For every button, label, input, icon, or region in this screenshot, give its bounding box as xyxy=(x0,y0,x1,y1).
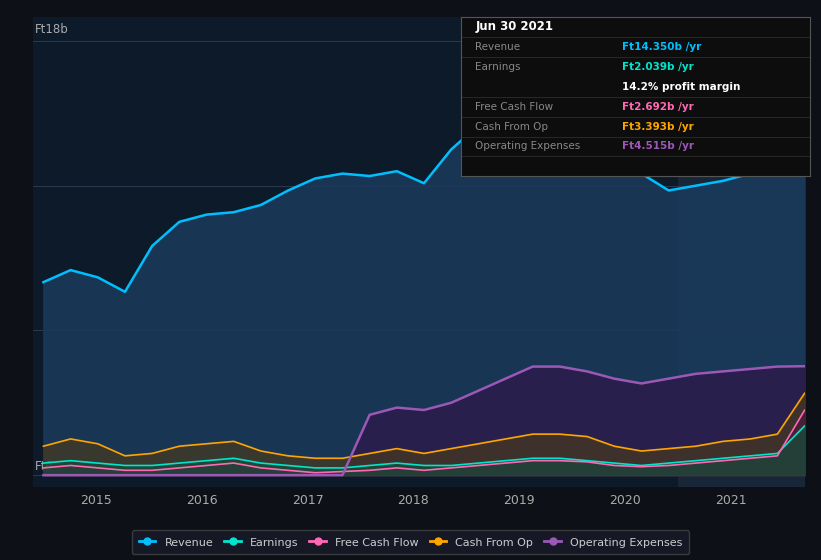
Legend: Revenue, Earnings, Free Cash Flow, Cash From Op, Operating Expenses: Revenue, Earnings, Free Cash Flow, Cash … xyxy=(132,530,689,554)
Text: Ft2.692b /yr: Ft2.692b /yr xyxy=(622,101,694,111)
Text: Ft4.515b /yr: Ft4.515b /yr xyxy=(622,142,694,151)
Text: Ft14.350b /yr: Ft14.350b /yr xyxy=(622,42,701,52)
Text: Ft3.393b /yr: Ft3.393b /yr xyxy=(622,122,694,132)
Text: Ft18b: Ft18b xyxy=(35,23,69,36)
Text: Earnings: Earnings xyxy=(475,62,521,72)
Text: Cash From Op: Cash From Op xyxy=(475,122,548,132)
Text: Jun 30 2021: Jun 30 2021 xyxy=(475,20,553,33)
Text: Ft2.039b /yr: Ft2.039b /yr xyxy=(622,62,694,72)
Text: 14.2% profit margin: 14.2% profit margin xyxy=(622,82,741,92)
Text: Ft0: Ft0 xyxy=(35,460,53,473)
Text: Operating Expenses: Operating Expenses xyxy=(475,142,580,151)
Text: Free Cash Flow: Free Cash Flow xyxy=(475,101,553,111)
Bar xyxy=(677,17,810,487)
Text: Revenue: Revenue xyxy=(475,42,521,52)
